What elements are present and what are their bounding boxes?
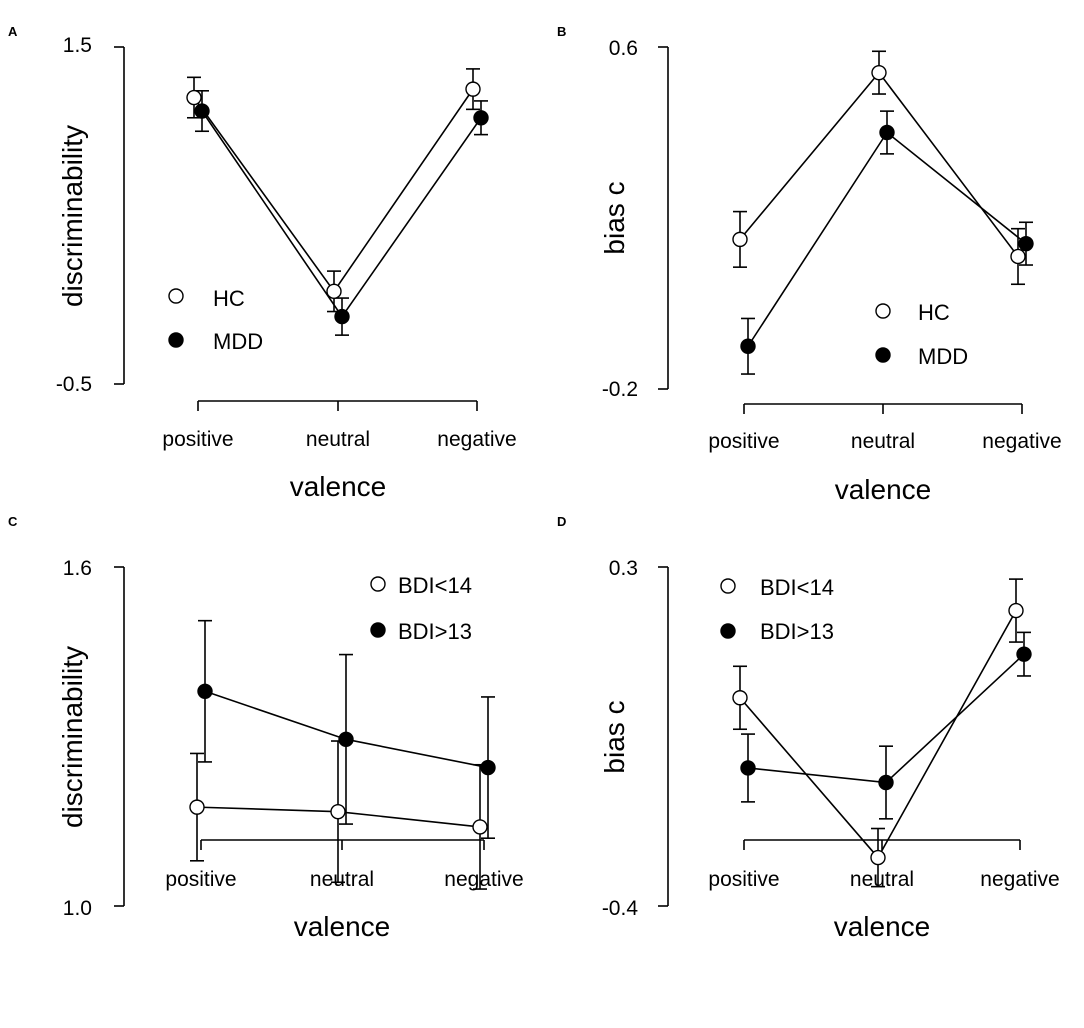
panel-d-xtick-2: negative (980, 868, 1059, 891)
panel-a-xtick-2: negative (437, 428, 516, 451)
panel-a-point-filled-0 (194, 103, 210, 119)
panel-c-point-open-2 (472, 819, 488, 835)
panel-b-xtick-1: neutral (851, 430, 915, 453)
panel-b-letter: B (557, 24, 566, 39)
panel-b-xlabel: valence (835, 474, 932, 505)
panel-b-legend-marker-filled (875, 347, 891, 363)
panel-b: B 0.6 -0.2 bias c positive neutral negat… (557, 24, 1062, 505)
panel-d-legend-marker-filled (720, 623, 736, 639)
panel-c-legend-label-bdi-low: BDI<14 (398, 573, 472, 598)
panel-a-point-filled-1 (334, 308, 350, 325)
panel-d-point-filled-1 (878, 774, 894, 791)
panel-c-xlabel: valence (294, 911, 391, 942)
panel-a-point-open-1 (326, 283, 342, 300)
panel-b-point-filled-0 (740, 338, 756, 354)
panel-a-point-open-2 (465, 81, 481, 97)
panel-d-legend-label-bdi-high: BDI>13 (760, 619, 834, 644)
panel-b-legend-label-hc: HC (918, 300, 950, 325)
panel-d-point-filled-0 (740, 760, 756, 776)
panel-d-series-line-open (739, 610, 1017, 859)
panel-a-legend-marker-filled (168, 332, 184, 348)
panel-d-xtick-1: neutral (850, 868, 914, 891)
panel-a-ylabel: discriminability (57, 125, 88, 307)
panel-b-point-open-1 (871, 64, 887, 81)
panel-a-xtick-1: neutral (306, 428, 370, 451)
panel-c-xtick-1: neutral (310, 868, 374, 891)
panel-a-point-filled-2 (473, 110, 489, 126)
panel-d-xlabel: valence (834, 911, 931, 942)
panel-c-legend-marker-open (370, 576, 386, 592)
panel-c-ylabel: discriminability (57, 646, 88, 828)
panel-c-ytick-bottom: 1.0 (63, 897, 92, 920)
panel-b-legend-label-mdd: MDD (918, 344, 968, 369)
panel-d-point-filled-2 (1016, 646, 1032, 662)
panel-a-legend-marker-open (168, 288, 184, 304)
panel-c: C 1.6 1.0 discriminability positive neut… (8, 514, 524, 942)
panel-d-ytick-top: 0.3 (609, 557, 638, 580)
panel-b-series-line-open (739, 71, 1019, 257)
panel-a-legend-label-mdd: MDD (213, 329, 263, 354)
panel-a-point-open-0 (186, 89, 202, 106)
panel-a: A 1.5 -0.5 discriminability positive neu… (8, 24, 517, 502)
panel-a-ytick-top: 1.5 (63, 34, 92, 57)
panel-b-ytick-top: 0.6 (609, 37, 638, 60)
panel-b-point-open-2 (1010, 248, 1026, 265)
panel-b-legend-marker-open (875, 303, 891, 319)
panel-a-xlabel: valence (290, 471, 387, 502)
panel-b-ylabel: bias c (599, 181, 630, 254)
panel-c-point-filled-1 (338, 731, 354, 748)
panel-c-point-filled-2 (480, 759, 496, 776)
panel-d-point-open-1 (870, 849, 886, 866)
panel-c-point-filled-0 (197, 683, 213, 699)
panel-d-letter: D (557, 514, 566, 529)
panel-c-legend-label-bdi-high: BDI>13 (398, 619, 472, 644)
panel-c-legend-marker-filled (370, 622, 386, 638)
panel-c-point-open-0 (189, 799, 205, 815)
panel-c-letter: C (8, 514, 18, 529)
panel-b-point-open-0 (732, 231, 748, 248)
panel-b-point-filled-2 (1018, 235, 1034, 252)
panel-d-ytick-bottom: -0.4 (602, 897, 639, 920)
panel-d-point-open-0 (732, 690, 748, 706)
panel-d-legend-label-bdi-low: BDI<14 (760, 575, 834, 600)
panel-c-xtick-2: negative (444, 868, 523, 891)
panel-c-point-open-1 (330, 803, 346, 820)
panel-a-legend-label-hc: HC (213, 286, 245, 311)
panel-d-legend-marker-open (720, 578, 736, 594)
panel-d-xtick-0: positive (708, 868, 779, 891)
panel-a-xtick-0: positive (162, 428, 233, 451)
panel-b-point-filled-1 (879, 124, 895, 141)
panel-d-point-open-2 (1008, 602, 1024, 619)
panel-d: D 0.3 -0.4 bias c positive neutral negat… (557, 514, 1060, 942)
panel-b-ytick-bottom: -0.2 (602, 378, 638, 401)
panel-c-ytick-top: 1.6 (63, 557, 92, 580)
panel-a-ytick-bottom: -0.5 (56, 373, 92, 396)
panel-c-xtick-0: positive (165, 868, 236, 891)
panel-a-letter: A (8, 24, 18, 39)
panel-d-ylabel: bias c (599, 700, 630, 773)
panel-b-xtick-2: negative (982, 430, 1061, 453)
panel-b-xtick-0: positive (708, 430, 779, 453)
